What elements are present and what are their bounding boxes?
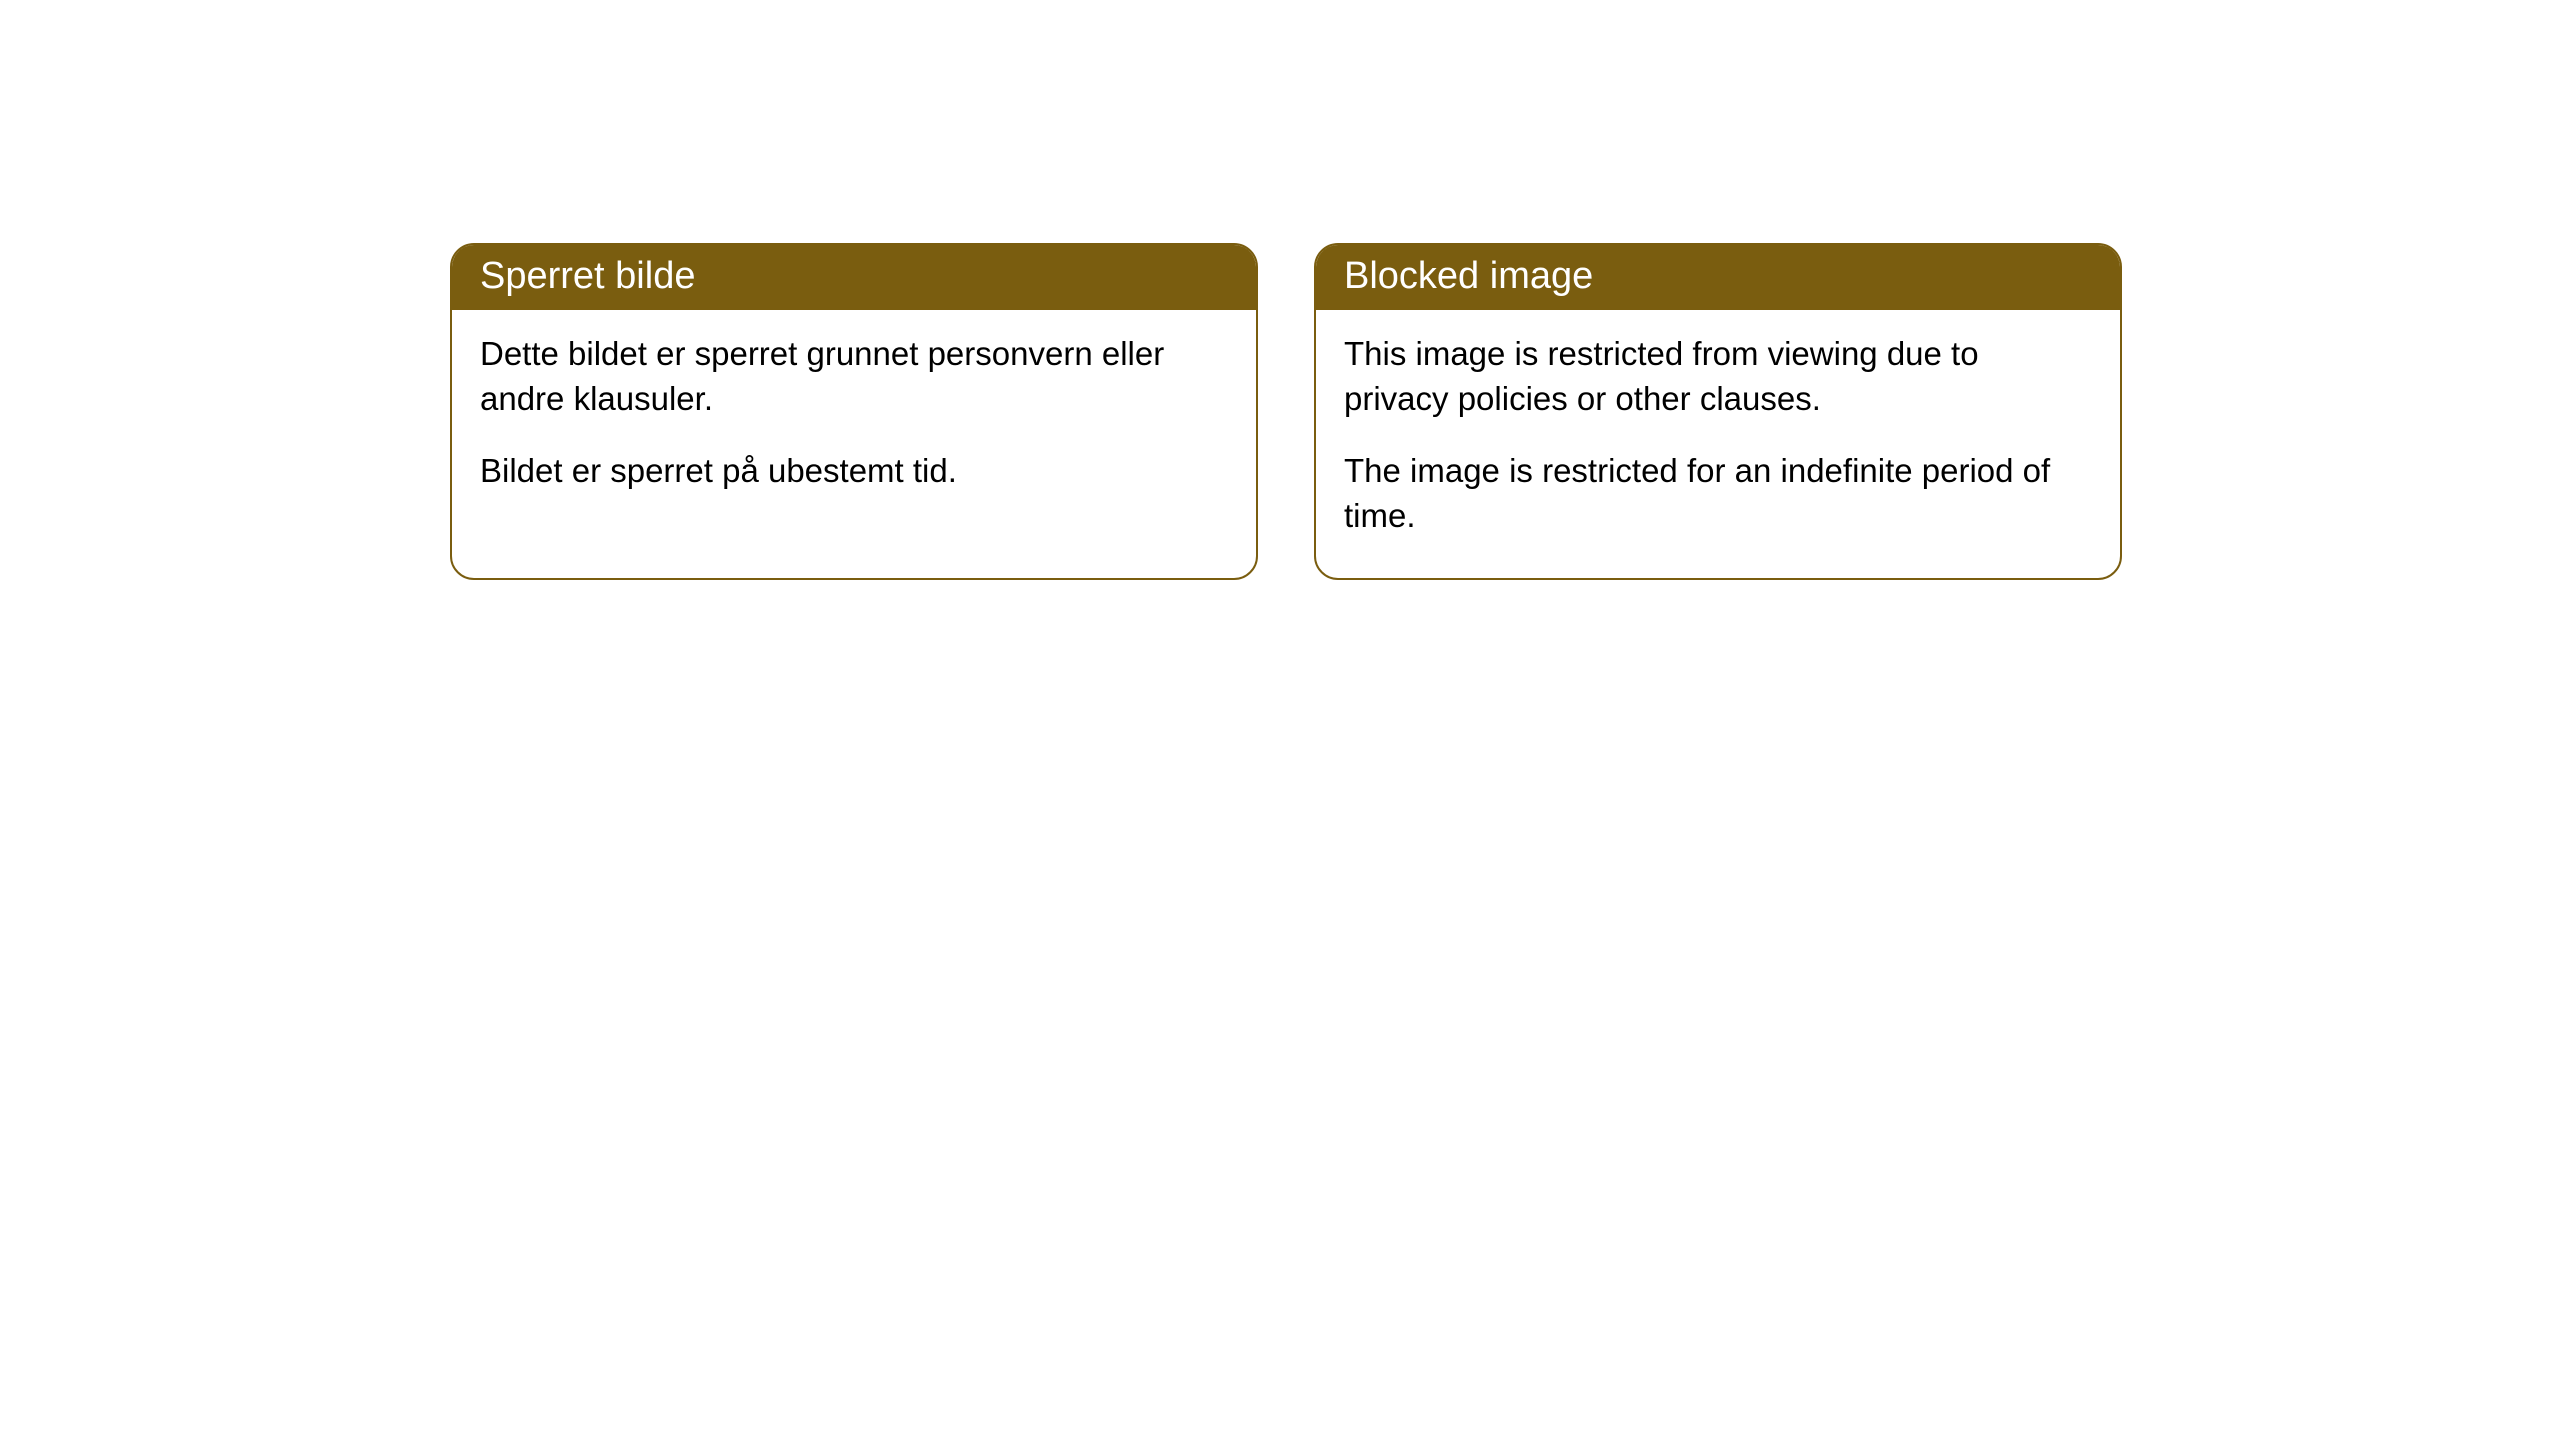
- card-paragraph: This image is restricted from viewing du…: [1344, 332, 2092, 421]
- card-header: Sperret bilde: [452, 245, 1256, 310]
- blocked-image-card-no: Sperret bilde Dette bildet er sperret gr…: [450, 243, 1258, 580]
- card-body: Dette bildet er sperret grunnet personve…: [452, 310, 1256, 534]
- card-header: Blocked image: [1316, 245, 2120, 310]
- blocked-image-card-en: Blocked image This image is restricted f…: [1314, 243, 2122, 580]
- card-paragraph: Bildet er sperret på ubestemt tid.: [480, 449, 1228, 494]
- card-paragraph: The image is restricted for an indefinit…: [1344, 449, 2092, 538]
- card-body: This image is restricted from viewing du…: [1316, 310, 2120, 578]
- card-paragraph: Dette bildet er sperret grunnet personve…: [480, 332, 1228, 421]
- cards-container: Sperret bilde Dette bildet er sperret gr…: [450, 243, 2122, 580]
